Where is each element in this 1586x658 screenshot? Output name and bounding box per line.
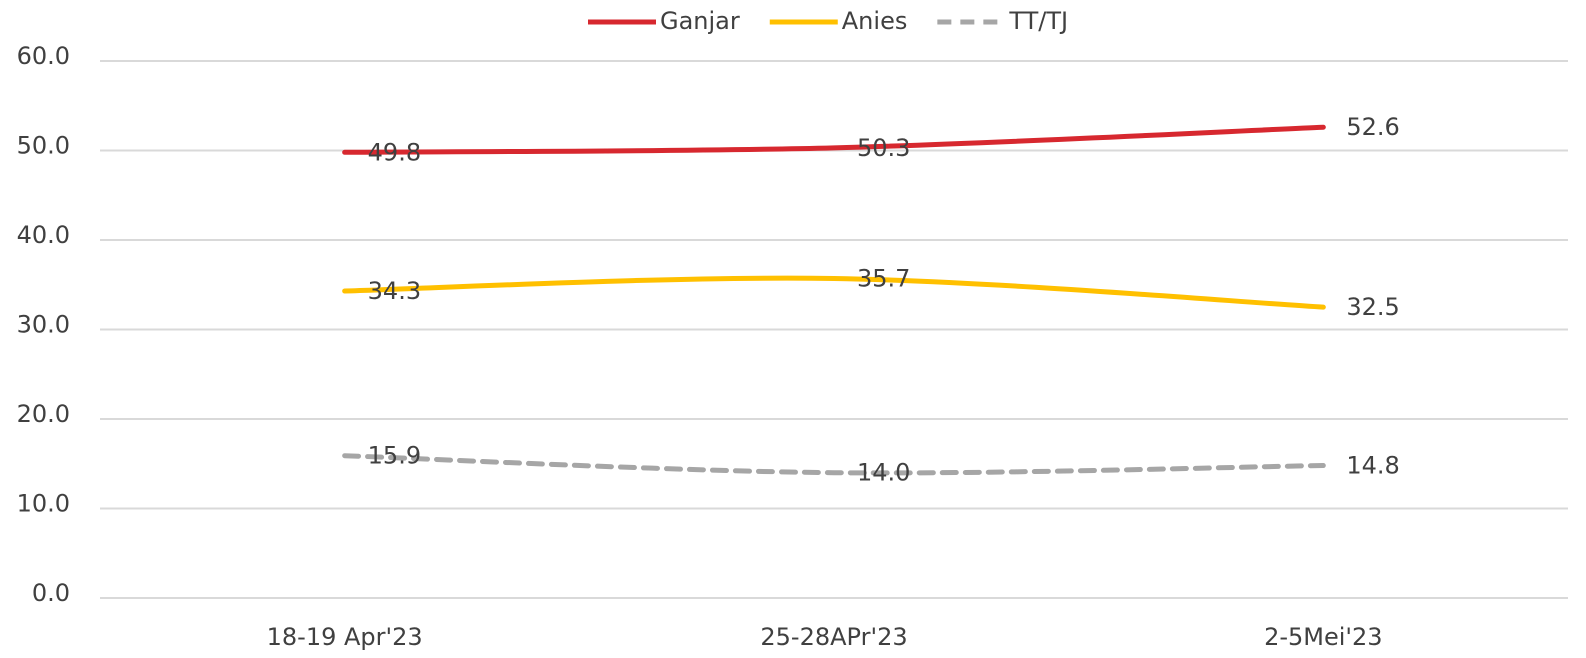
data-label: 34.3 [368,277,421,305]
line [342,124,1326,155]
x-tick-label: 25-28APr'23 [760,623,907,651]
y-tick-label: 20.0 [17,400,70,428]
y-tick-label: 60.0 [17,42,70,70]
y-tick-label: 10.0 [17,490,70,518]
data-label: 49.8 [368,138,421,166]
y-tick-label: 30.0 [17,311,70,339]
legend-label: Ganjar [660,7,740,35]
data-label: 32.5 [1346,293,1399,321]
y-tick-label: 0.0 [32,579,70,607]
y-tick-label: 50.0 [17,132,70,160]
legend-label: TT/TJ [1008,7,1068,35]
line [342,453,1326,476]
legend-label: Anies [842,7,908,35]
data-label: 14.0 [857,459,910,487]
data-label: 15.9 [368,442,421,470]
data-label: 52.6 [1346,113,1399,141]
data-label: 50.3 [857,134,910,162]
x-tick-label: 2-5Mei'23 [1264,623,1382,651]
data-label: 14.8 [1346,452,1399,480]
line [342,275,1326,310]
y-tick-label: 40.0 [17,221,70,249]
data-label: 35.7 [857,264,910,292]
x-tick-label: 18-19 Apr'23 [267,623,423,651]
